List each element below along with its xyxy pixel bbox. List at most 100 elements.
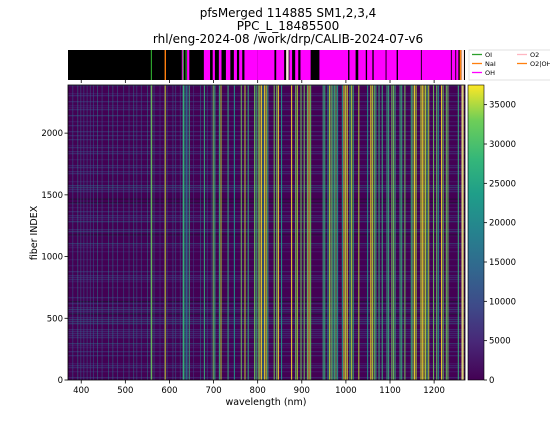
legend-label: O2 — [530, 51, 539, 59]
faint-column — [80, 85, 82, 380]
sky-line-column — [394, 85, 396, 380]
sky-line-column — [388, 85, 390, 380]
nai-line-mark — [164, 50, 167, 80]
x-tick-label: 500 — [117, 386, 133, 396]
sky-line-column — [262, 85, 264, 380]
sky-line-column — [308, 85, 310, 380]
oh-band-mark — [349, 50, 356, 80]
faint-column — [86, 85, 88, 380]
sky-line-column — [257, 85, 259, 380]
y-axis-label: fiber INDEX — [29, 205, 40, 260]
sky-line-column — [335, 85, 337, 380]
oh-band-mark — [276, 50, 285, 80]
faint-column — [179, 85, 181, 380]
atomic-line-column — [150, 85, 153, 380]
colorbar: 0 5000 10000 15000 20000 25000 30000 35000 — [467, 84, 516, 386]
red-edge-column — [461, 85, 464, 380]
sky-line-column — [322, 85, 324, 380]
sky-line-column — [281, 85, 283, 380]
oh-band-mark — [295, 50, 299, 80]
atomic-line-column — [182, 85, 185, 380]
legend-label: NaI — [485, 60, 496, 68]
x-axis-label: wavelength (nm) — [225, 397, 306, 408]
legend-label: O2|OH — [530, 60, 550, 68]
sky-line-column — [273, 85, 275, 380]
legend-label: OH — [485, 69, 495, 77]
colorbar-tick-label: 20000 — [489, 219, 516, 229]
faint-column — [210, 85, 212, 380]
sky-line-column — [367, 85, 369, 380]
sky-line-column — [188, 85, 190, 380]
colorbar-tick-label: 10000 — [489, 297, 516, 307]
faint-column — [72, 85, 74, 380]
colorbar-gradient — [467, 84, 485, 381]
sky-line-column — [255, 85, 257, 380]
sky-line-column — [220, 85, 222, 380]
sky-line-column — [428, 85, 430, 380]
sky-line-column — [373, 85, 375, 380]
oi-line-mark — [182, 50, 184, 80]
colorbar-tick-label: 5000 — [489, 337, 511, 347]
sky-line-column — [457, 85, 459, 380]
sky-line-column — [303, 85, 305, 380]
faint-column — [172, 85, 174, 380]
sky-line-column — [337, 85, 339, 380]
sky-line-column — [426, 85, 428, 380]
oh-band-mark — [421, 50, 451, 80]
sky-line-column — [276, 85, 278, 380]
sky-line-column — [351, 85, 353, 380]
sky-line-column — [345, 85, 347, 380]
sky-line-column — [291, 85, 293, 380]
atomic-line-column — [185, 85, 187, 380]
oh-band-mark — [225, 50, 231, 80]
x-tick-label: 700 — [205, 386, 221, 396]
sky-line-column — [332, 85, 334, 380]
faint-column — [101, 85, 103, 380]
sky-line-column — [277, 85, 279, 380]
chart-title-line-3: rhl/eng-2024-08 /work/drp/CALIB-2024-07-… — [153, 32, 423, 46]
faint-column — [175, 85, 177, 380]
sky-line-column — [424, 85, 427, 380]
sky-line-column — [391, 85, 393, 380]
sky-line-column — [349, 85, 351, 380]
faint-column — [193, 85, 194, 380]
sky-line-column — [370, 85, 372, 380]
sky-line-column — [442, 85, 444, 380]
sky-line-column — [381, 85, 383, 380]
oh-band-mark — [300, 50, 311, 80]
faint-column — [164, 85, 165, 380]
oh-band-mark — [218, 50, 222, 80]
faint-column — [123, 85, 125, 380]
sky-line-column — [265, 85, 267, 380]
y-tick-label: 0 — [58, 376, 63, 386]
sky-line-column — [330, 85, 332, 380]
sky-line-column — [327, 85, 329, 380]
sky-line-column — [432, 85, 435, 380]
colorbar-tick-label: 30000 — [489, 140, 516, 150]
faint-column — [159, 85, 161, 380]
sky-line-column — [378, 85, 380, 380]
faint-column — [112, 85, 114, 380]
oh-band-mark — [187, 50, 190, 80]
faint-column — [117, 85, 118, 380]
sky-line-column — [233, 85, 235, 380]
faint-column — [136, 85, 138, 380]
sky-line-column — [399, 85, 401, 380]
sky-line-column — [260, 85, 262, 380]
sky-line-column — [404, 85, 406, 380]
oh-band-mark — [319, 50, 349, 80]
sky-line-column — [410, 85, 412, 380]
sky-line-column — [227, 85, 229, 380]
faint-column — [89, 85, 91, 380]
o2oh-line-mark — [459, 50, 462, 80]
sky-line-column — [264, 85, 266, 380]
sky-line-column — [440, 85, 443, 380]
plot-frame — [67, 84, 466, 381]
oi-line-mark — [150, 50, 152, 80]
oh-band-mark — [456, 50, 459, 80]
faint-column — [206, 85, 208, 380]
oh-band-mark — [257, 50, 275, 80]
oh-band-mark — [367, 50, 373, 80]
sky-line-column — [436, 85, 438, 380]
